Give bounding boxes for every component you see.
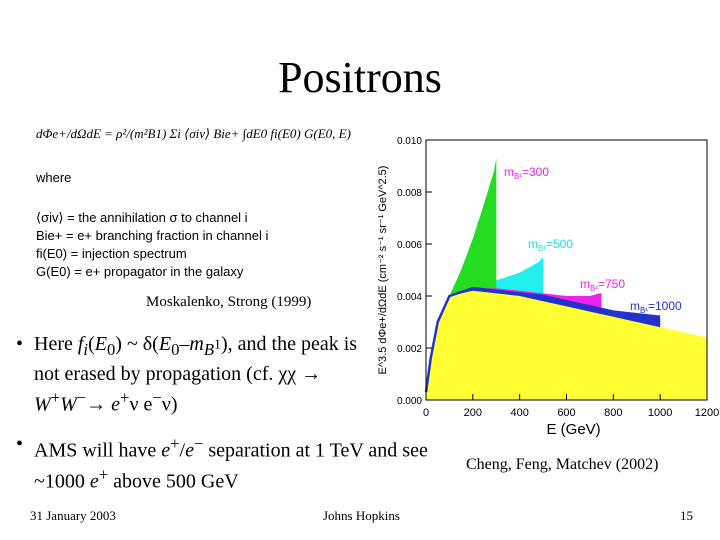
bullet-ams: • AMS will have e+/e− separation at 1 Te… [16,433,428,493]
definition-injection: fi(E0) = injection spectrum [36,246,187,261]
x-tick-label: 1000 [648,407,672,419]
x-tick-label: 200 [464,407,482,419]
definition-annihilation: ⟨σiv⟩ = the annihilation σ to channel i [36,210,248,225]
y-axis-label: E^3.5 dΦe+/dΩdE (cm⁻² s⁻¹ sr⁻¹ GeV^2.5) [377,166,389,375]
y-tick-label: 0.002 [397,344,422,355]
series-line-mb1-1000 [424,286,661,393]
x-axis-label: E (GeV) [547,421,601,438]
x-tick-label: 800 [604,407,622,419]
slide-title: Positrons [278,53,442,102]
bullet-injection-peak: • Here fi(E0) ~ δ(E0–mB1), and the peak … [16,333,358,416]
series-label-mb1-1000: mB¹=1000 [630,299,682,315]
series-label-mb1-300: mB¹=300 [504,165,549,181]
series-area-background [426,290,707,400]
x-tick-label: 600 [557,407,575,419]
x-tick-label: 1200 [695,407,719,419]
x-tick-label: 400 [510,407,528,419]
footer-date: 31 January 2003 [30,508,116,523]
definition-branching: Bie+ = e+ branching fraction in channel … [36,228,269,243]
reference-moskalenko: Moskalenko, Strong (1999) [146,294,312,310]
series-label-mb1-500: mB¹=500 [528,237,573,253]
equation-where: where [36,170,72,185]
reference-cheng: Cheng, Feng, Matchev (2002) [466,456,659,473]
y-tick-label: 0.008 [397,188,422,199]
flux-equation: dΦe+/dΩdE = ρ²/(m²B1) Σi ⟨σiv⟩ Bie+ ∫dE0… [36,126,351,141]
bullet-marker: • [16,333,24,355]
equation-block: dΦe+/dΩdE = ρ²/(m²B1) Σi ⟨σiv⟩ Bie+ ∫dE0… [36,124,356,284]
positron-flux-chart: 0 200 400 600 800 1000 1200 0.000 0.002 0.004 0.00… [377,136,719,438]
bullet-marker: • [16,433,24,455]
y-tick-label: 0.000 [397,396,422,407]
page-number: 15 [680,508,693,523]
y-tick-label: 0.004 [397,292,422,303]
definition-propagator: G(E0) = e+ propagator in the galaxy [36,264,244,279]
y-tick-label: 0.010 [397,136,422,147]
series-label-mb1-750: mB¹=750 [580,277,625,293]
x-tick-label: 0 [423,407,429,419]
y-tick-label: 0.006 [397,240,422,251]
footer-institution: Johns Hopkins [323,508,400,523]
